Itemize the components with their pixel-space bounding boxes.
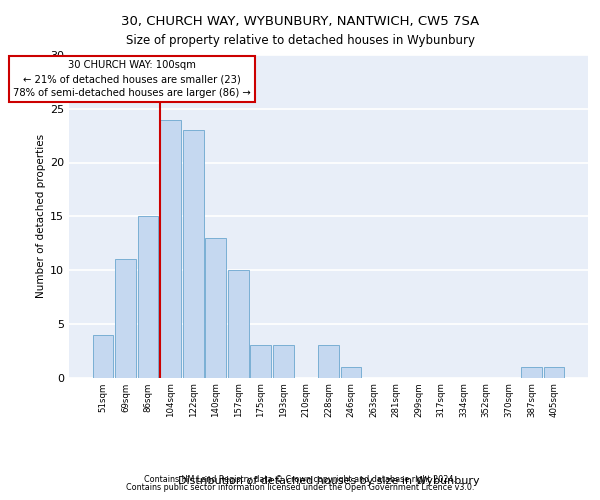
Bar <box>544 367 565 378</box>
Text: 30 CHURCH WAY: 100sqm
← 21% of detached houses are smaller (23)
78% of semi-deta: 30 CHURCH WAY: 100sqm ← 21% of detached … <box>13 60 251 98</box>
Bar <box>318 345 339 378</box>
Text: Contains HM Land Registry data © Crown copyright and database right 2024.: Contains HM Land Registry data © Crown c… <box>144 475 456 484</box>
Bar <box>205 238 226 378</box>
Text: 30, CHURCH WAY, WYBUNBURY, NANTWICH, CW5 7SA: 30, CHURCH WAY, WYBUNBURY, NANTWICH, CW5… <box>121 15 479 28</box>
Bar <box>92 334 113 378</box>
Bar <box>160 120 181 378</box>
Bar <box>341 367 361 378</box>
Bar <box>115 259 136 378</box>
Bar <box>250 345 271 378</box>
Bar <box>183 130 203 378</box>
Bar <box>521 367 542 378</box>
X-axis label: Distribution of detached houses by size in Wybunbury: Distribution of detached houses by size … <box>178 476 479 486</box>
Bar <box>228 270 248 378</box>
Text: Contains public sector information licensed under the Open Government Licence v3: Contains public sector information licen… <box>126 483 474 492</box>
Text: Size of property relative to detached houses in Wybunbury: Size of property relative to detached ho… <box>125 34 475 47</box>
Bar <box>273 345 294 378</box>
Y-axis label: Number of detached properties: Number of detached properties <box>36 134 46 298</box>
Bar <box>137 216 158 378</box>
